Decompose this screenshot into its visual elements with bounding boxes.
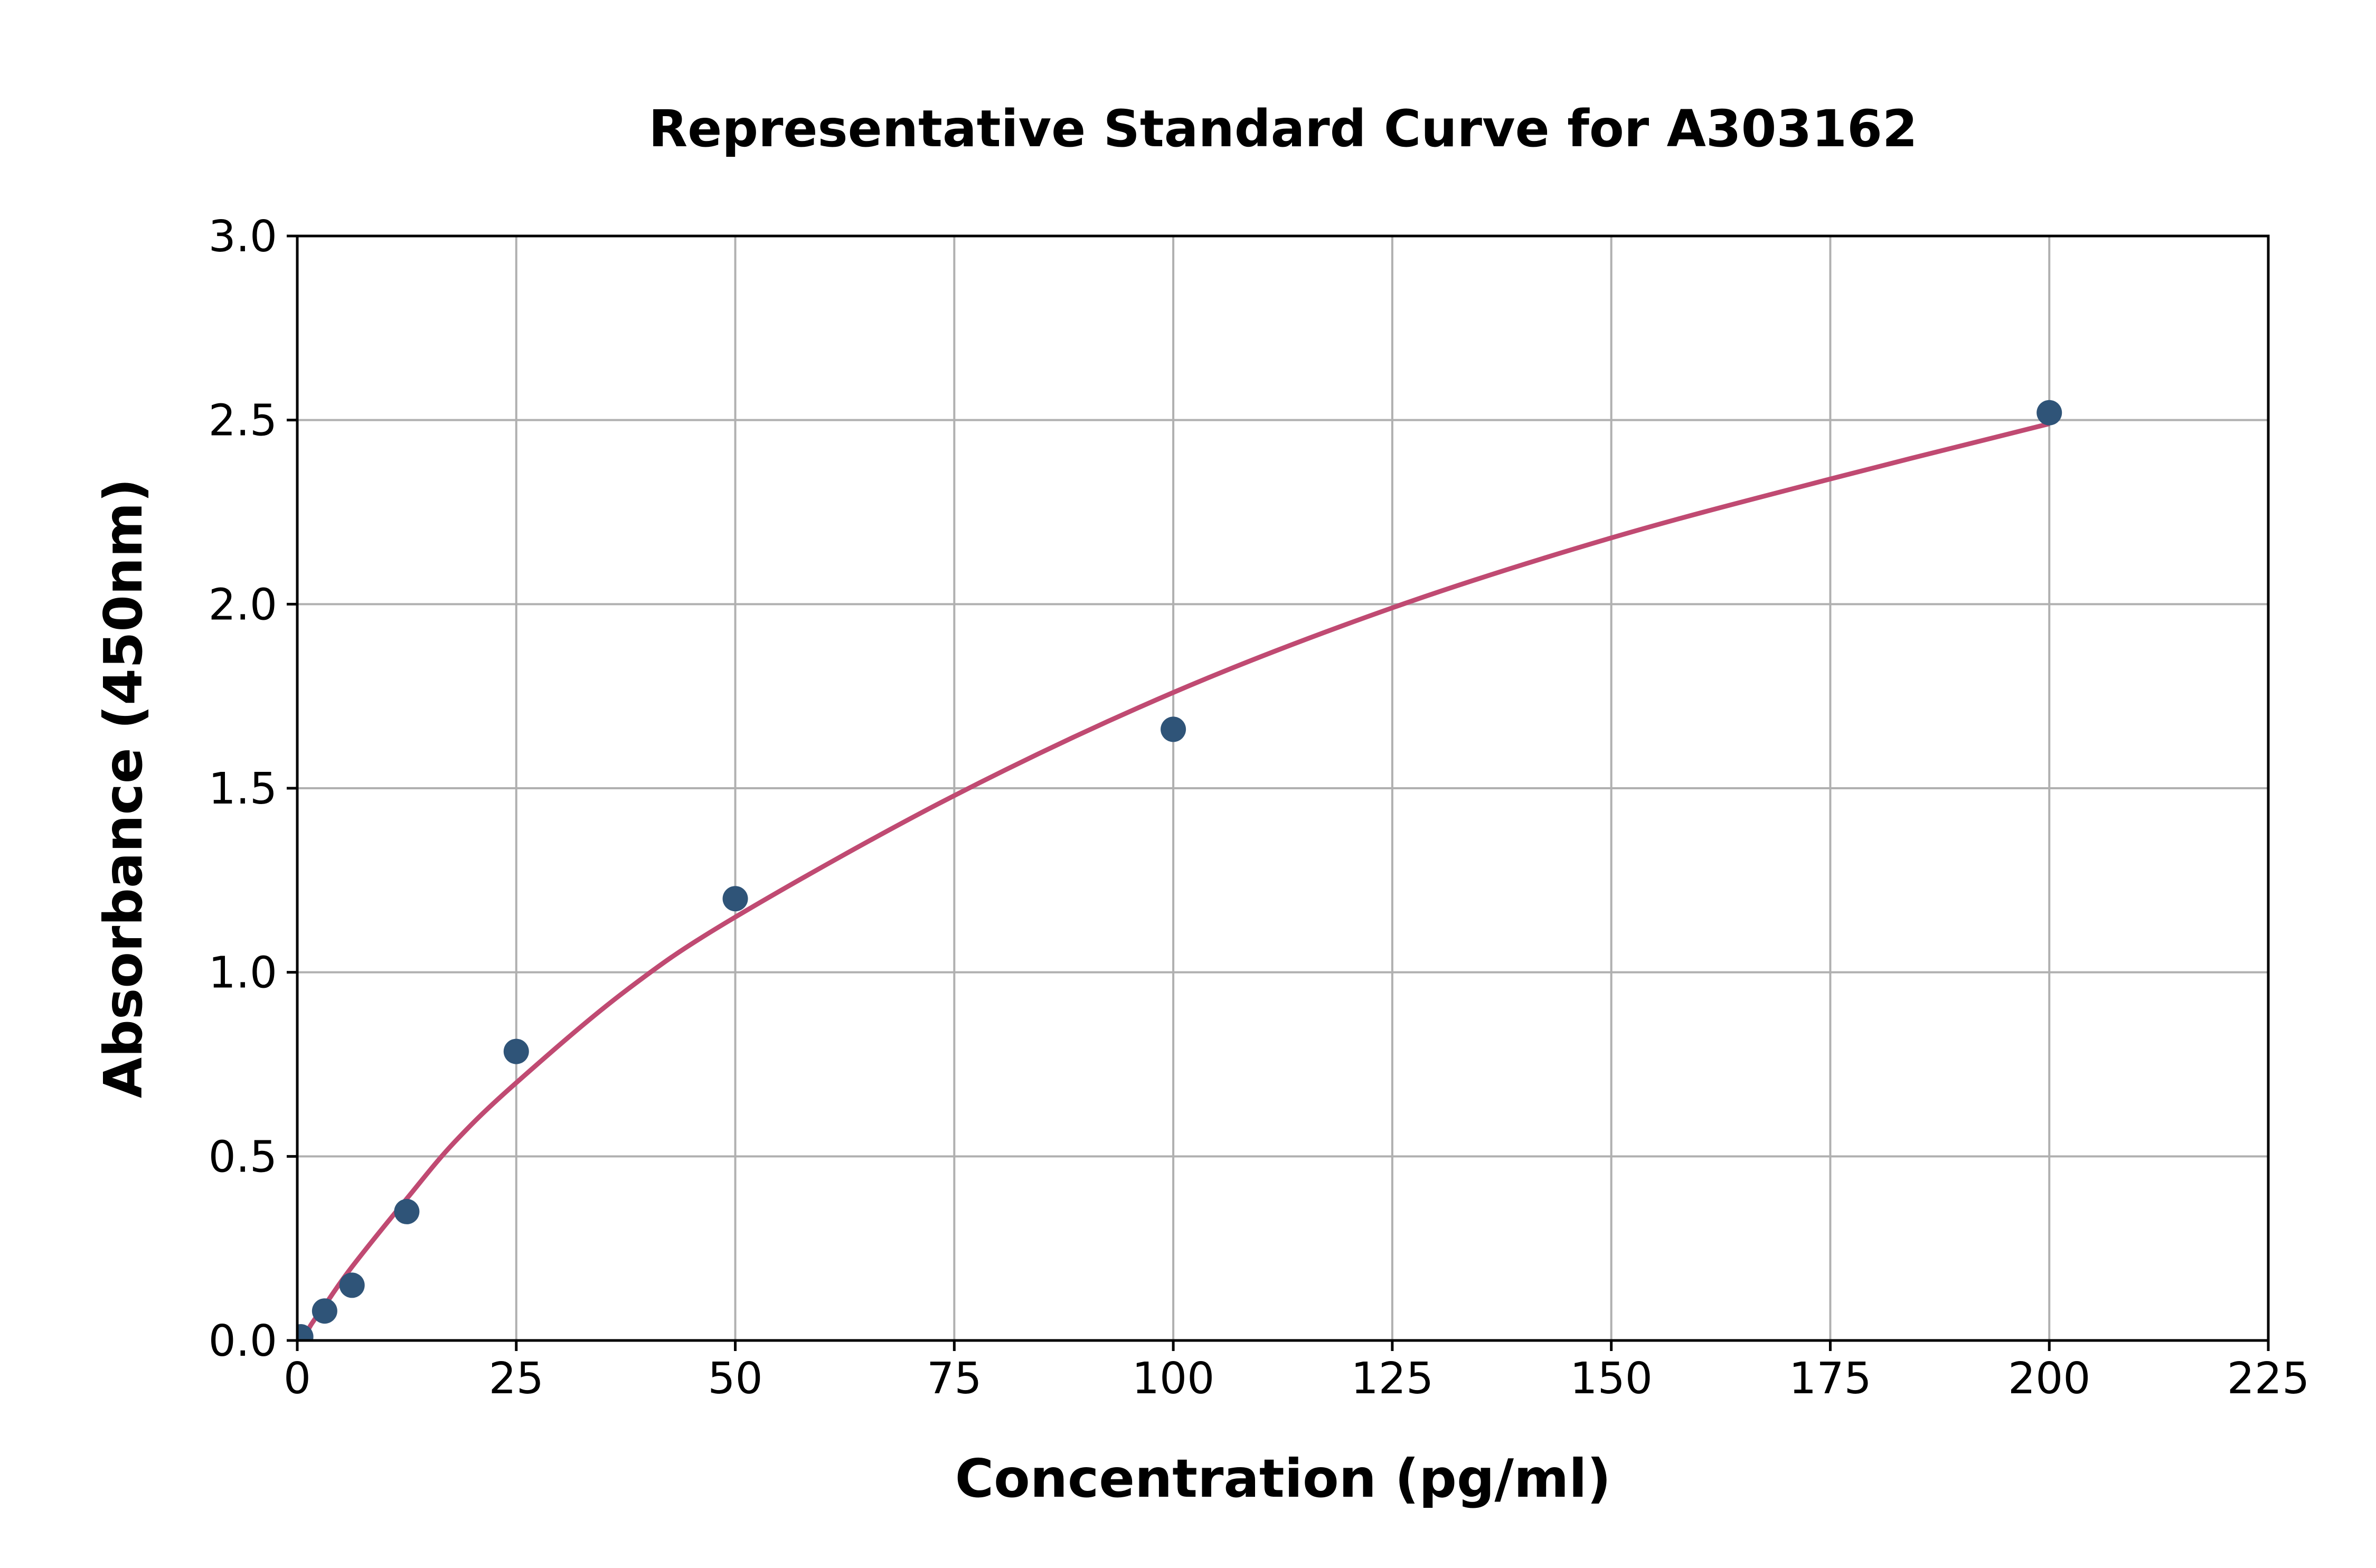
x-tick-label: 225 (2227, 1354, 2310, 1404)
x-axis-label: Concentration (pg/ml) (955, 1448, 1611, 1509)
data-point (297, 1324, 314, 1340)
chart-title: Representative Standard Curve for A30316… (648, 99, 1917, 158)
x-tick-label: 125 (1351, 1354, 1434, 1404)
x-tick-label: 100 (1132, 1354, 1215, 1404)
data-point (1161, 716, 1186, 742)
data-point (2036, 400, 2062, 426)
y-tick-label: 2.5 (209, 396, 277, 446)
fit-curve (301, 421, 2050, 1342)
y-tick-label: 3.0 (209, 212, 277, 262)
y-tick-label: 1.5 (209, 764, 277, 814)
y-tick-label: 0.5 (209, 1132, 277, 1182)
data-point (503, 1038, 529, 1064)
y-tick-label: 0.0 (209, 1316, 277, 1366)
x-tick-label: 50 (708, 1354, 762, 1404)
x-tick-label: 0 (284, 1354, 311, 1404)
y-tick-label: 2.0 (209, 580, 277, 630)
x-tick-label: 150 (1570, 1354, 1653, 1404)
data-points (297, 400, 2062, 1340)
y-tick-label: 1.0 (209, 948, 277, 998)
fit-curve-group (301, 421, 2050, 1342)
data-point (394, 1198, 420, 1224)
data-point (312, 1298, 337, 1324)
x-tick-label: 75 (927, 1354, 982, 1404)
ticks: 0 25 50 75 100 125 150 175 200 225 0.0 0.5 1.0 1.5 2.0… (209, 212, 2310, 1404)
data-point (339, 1272, 365, 1298)
y-axis-label: Absorbance (450nm) (92, 478, 154, 1098)
data-point (722, 886, 748, 912)
x-tick-label: 25 (489, 1354, 544, 1404)
x-tick-label: 200 (2008, 1354, 2091, 1404)
x-tick-label: 175 (1789, 1354, 1872, 1404)
